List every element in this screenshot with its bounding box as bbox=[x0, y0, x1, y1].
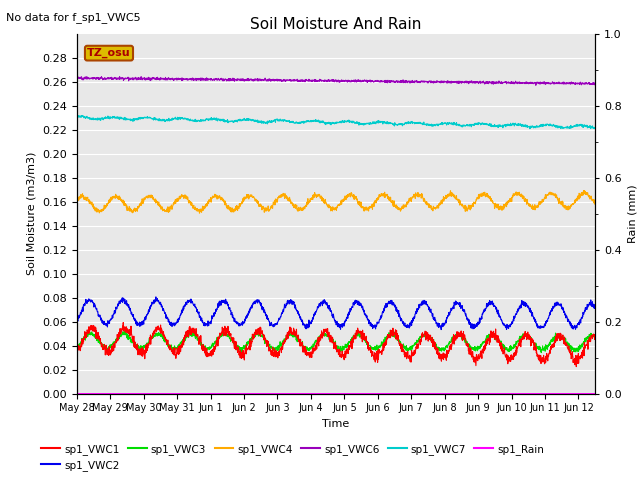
sp1_VWC1 bbox=[120, 320, 127, 325]
sp1_VWC6 bbox=[325, 77, 333, 83]
sp1_VWC2 bbox=[99, 321, 107, 326]
sp1_VWC7 bbox=[78, 113, 86, 119]
sp1_VWC1 bbox=[577, 354, 584, 360]
sp1_VWC2 bbox=[577, 320, 584, 326]
sp1_VWC1 bbox=[591, 336, 599, 342]
sp1_VWC7 bbox=[577, 122, 584, 128]
sp1_VWC6 bbox=[99, 76, 107, 82]
sp1_VWC4 bbox=[577, 194, 584, 200]
Line: sp1_VWC6: sp1_VWC6 bbox=[77, 77, 595, 85]
sp1_VWC1 bbox=[481, 343, 489, 348]
sp1_VWC1 bbox=[312, 343, 319, 348]
sp1_VWC3 bbox=[481, 339, 489, 345]
sp1_VWC4 bbox=[325, 203, 333, 209]
sp1_Rain bbox=[591, 391, 599, 396]
Line: sp1_VWC4: sp1_VWC4 bbox=[77, 191, 595, 213]
sp1_Rain bbox=[99, 391, 107, 396]
sp1_VWC2 bbox=[437, 327, 445, 333]
Y-axis label: Soil Moisture (m3/m3): Soil Moisture (m3/m3) bbox=[27, 152, 36, 276]
sp1_VWC4 bbox=[99, 207, 107, 213]
Y-axis label: Rain (mm): Rain (mm) bbox=[628, 184, 637, 243]
Line: sp1_VWC3: sp1_VWC3 bbox=[77, 331, 595, 353]
sp1_Rain bbox=[325, 391, 333, 396]
sp1_VWC1 bbox=[577, 355, 584, 361]
sp1_VWC2 bbox=[577, 319, 584, 324]
sp1_Rain bbox=[576, 391, 584, 396]
Text: No data for f_sp1_VWC5: No data for f_sp1_VWC5 bbox=[6, 12, 141, 23]
sp1_VWC6 bbox=[73, 75, 81, 81]
sp1_VWC3 bbox=[591, 335, 599, 341]
sp1_VWC7 bbox=[100, 116, 108, 121]
sp1_VWC6 bbox=[577, 80, 584, 85]
sp1_VWC1 bbox=[99, 345, 107, 351]
sp1_Rain bbox=[73, 391, 81, 396]
sp1_VWC7 bbox=[591, 126, 599, 132]
Text: TZ_osu: TZ_osu bbox=[87, 48, 131, 58]
Line: sp1_VWC1: sp1_VWC1 bbox=[77, 323, 595, 367]
sp1_VWC6 bbox=[532, 83, 540, 88]
sp1_VWC4 bbox=[481, 193, 489, 199]
sp1_VWC3 bbox=[100, 343, 108, 348]
sp1_VWC3 bbox=[85, 328, 93, 334]
sp1_VWC7 bbox=[73, 114, 81, 120]
sp1_VWC6 bbox=[116, 74, 124, 80]
sp1_VWC7 bbox=[481, 121, 489, 127]
sp1_VWC4 bbox=[312, 192, 319, 198]
sp1_VWC1 bbox=[572, 364, 580, 370]
sp1_VWC4 bbox=[580, 188, 588, 193]
sp1_Rain bbox=[481, 391, 489, 396]
sp1_VWC4 bbox=[196, 210, 204, 216]
Legend: sp1_VWC1, sp1_VWC2, sp1_VWC3, sp1_VWC4, sp1_VWC6, sp1_VWC7, sp1_Rain: sp1_VWC1, sp1_VWC2, sp1_VWC3, sp1_VWC4, … bbox=[37, 439, 548, 475]
sp1_VWC2 bbox=[482, 306, 490, 312]
X-axis label: Time: Time bbox=[323, 419, 349, 429]
sp1_VWC7 bbox=[325, 120, 333, 126]
Title: Soil Moisture And Rain: Soil Moisture And Rain bbox=[250, 17, 422, 33]
Line: sp1_VWC7: sp1_VWC7 bbox=[77, 116, 595, 129]
sp1_VWC3 bbox=[577, 344, 584, 350]
sp1_VWC2 bbox=[312, 311, 319, 317]
sp1_VWC2 bbox=[152, 294, 160, 300]
sp1_VWC7 bbox=[312, 117, 319, 122]
sp1_VWC6 bbox=[577, 79, 584, 85]
sp1_VWC2 bbox=[591, 304, 599, 310]
sp1_VWC7 bbox=[526, 126, 534, 132]
sp1_VWC6 bbox=[481, 80, 489, 86]
sp1_VWC4 bbox=[591, 198, 599, 204]
sp1_VWC6 bbox=[312, 77, 319, 83]
sp1_VWC6 bbox=[591, 80, 599, 86]
sp1_Rain bbox=[576, 391, 584, 396]
sp1_Rain bbox=[311, 391, 319, 396]
sp1_VWC3 bbox=[312, 338, 319, 344]
sp1_VWC2 bbox=[325, 302, 333, 308]
sp1_VWC3 bbox=[577, 346, 584, 351]
sp1_VWC4 bbox=[73, 199, 81, 205]
sp1_VWC2 bbox=[73, 319, 81, 324]
sp1_VWC4 bbox=[576, 192, 584, 198]
sp1_VWC1 bbox=[73, 347, 81, 352]
sp1_VWC3 bbox=[325, 336, 333, 342]
Line: sp1_VWC2: sp1_VWC2 bbox=[77, 297, 595, 330]
sp1_VWC1 bbox=[325, 333, 333, 339]
sp1_VWC3 bbox=[73, 345, 81, 351]
sp1_VWC7 bbox=[577, 122, 584, 128]
sp1_VWC3 bbox=[538, 350, 545, 356]
